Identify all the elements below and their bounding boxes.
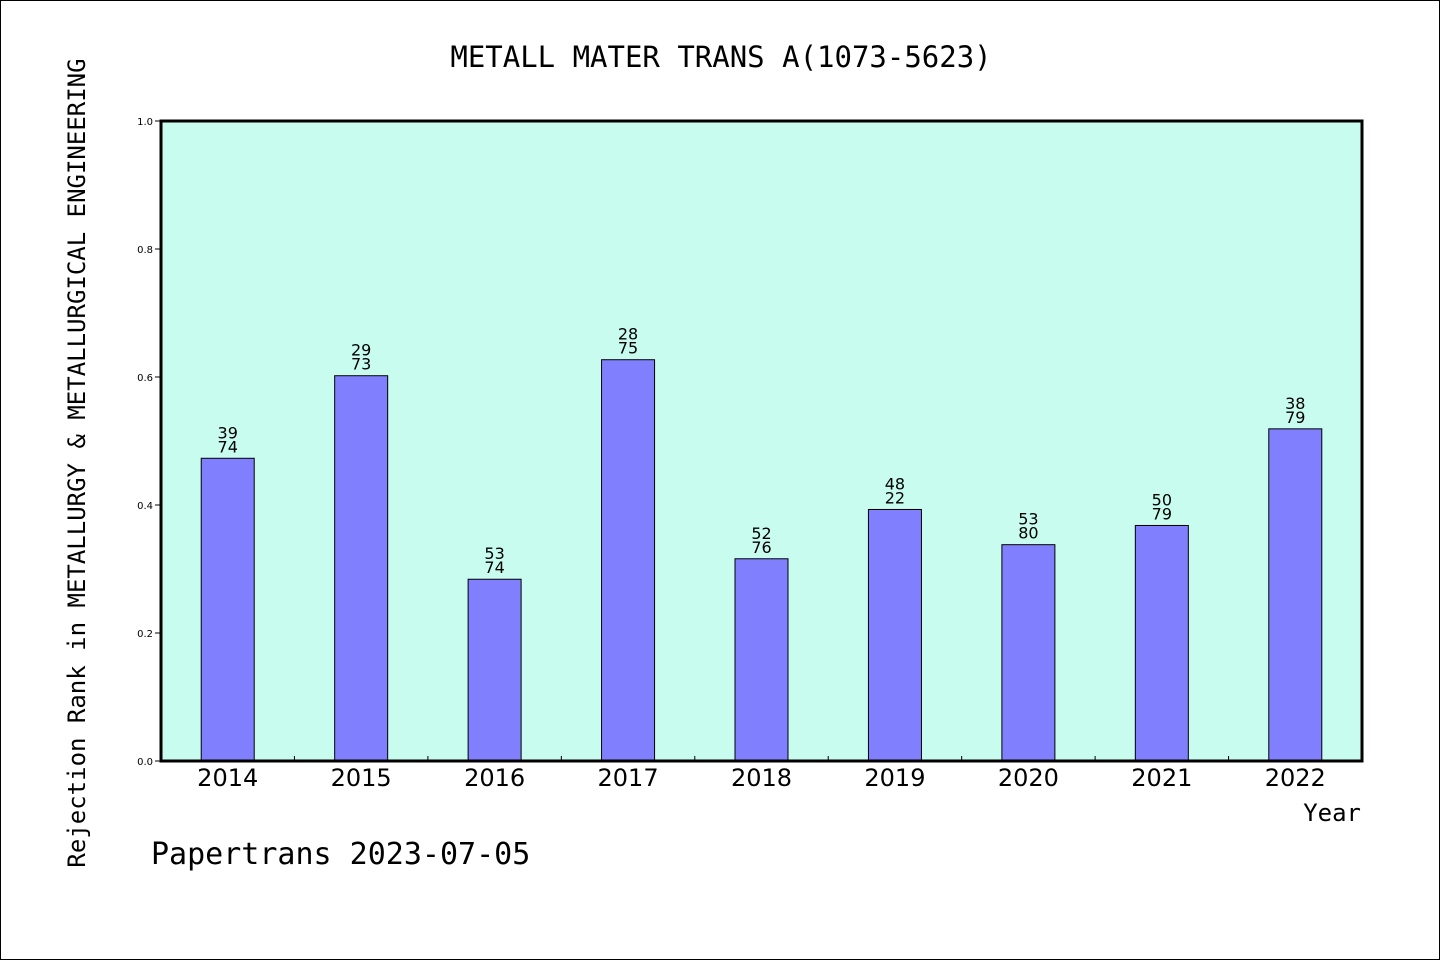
bar: [467, 578, 522, 762]
bar-label-top: 50: [1152, 490, 1172, 509]
y-tick-label: 0.2: [137, 629, 153, 640]
bar: [601, 359, 656, 762]
bar: [867, 508, 922, 762]
plot-border: [159, 119, 1364, 763]
y-axis: 0.0 0.2 0.4 0.6 0.8 1.0: [137, 117, 161, 768]
y-tick-label: 0.4: [137, 501, 153, 512]
bar-label-bottom: 79: [1285, 408, 1305, 427]
x-tick-label: 2018: [731, 764, 792, 792]
bar: [734, 558, 789, 762]
bar: [334, 375, 389, 762]
footer-text: Papertrans 2023-07-05: [151, 837, 530, 872]
x-tick-label: 2017: [598, 764, 659, 792]
bar-label-top: 39: [218, 423, 238, 442]
bar-label-bottom: 75: [618, 339, 638, 358]
x-axis: 2014 2015 2016 2017 2018 2019 2020 2021 2022: [197, 756, 1326, 792]
x-tick-label: 2021: [1131, 764, 1192, 792]
bar-label-top: 28: [618, 325, 638, 344]
bar: [1268, 428, 1323, 762]
bar-label-bottom: 80: [1018, 524, 1038, 543]
x-tick-label: 2016: [464, 764, 525, 792]
bar-label-bottom: 22: [885, 488, 905, 507]
x-tick-label: 2014: [197, 764, 258, 792]
y-tick-label: 0.8: [137, 245, 153, 256]
bar-label-top: 29: [351, 341, 371, 360]
x-tick-label: 2022: [1265, 764, 1326, 792]
bar: [200, 457, 255, 762]
bar: [1134, 524, 1189, 762]
x-tick-label: 2019: [864, 764, 925, 792]
bar-label-bottom: 73: [351, 355, 371, 374]
bar-label-top: 53: [1018, 510, 1038, 529]
bar-label-top: 48: [885, 474, 905, 493]
y-tick-label: 0.0: [137, 757, 153, 768]
x-axis-label: Year: [1303, 799, 1361, 827]
bar: [1001, 544, 1056, 762]
bar-label-bottom: 79: [1152, 504, 1172, 523]
y-axis-label: Rejection Rank in METALLURGY & METALLURG…: [63, 58, 91, 867]
bar-label-top: 52: [751, 524, 771, 543]
y-tick-label: 0.6: [137, 373, 153, 384]
bar-label-top: 38: [1285, 394, 1305, 413]
bar-label-bottom: 74: [218, 437, 238, 456]
bar-label-top: 53: [484, 544, 504, 563]
y-tick-label: 1.0: [137, 117, 153, 128]
bar-label-bottom: 76: [751, 538, 771, 557]
x-tick-label: 2020: [998, 764, 1059, 792]
x-tick-label: 2015: [331, 764, 392, 792]
bar-label-bottom: 74: [484, 558, 504, 577]
chart-title: METALL MATER TRANS A(1073-5623): [450, 40, 991, 74]
